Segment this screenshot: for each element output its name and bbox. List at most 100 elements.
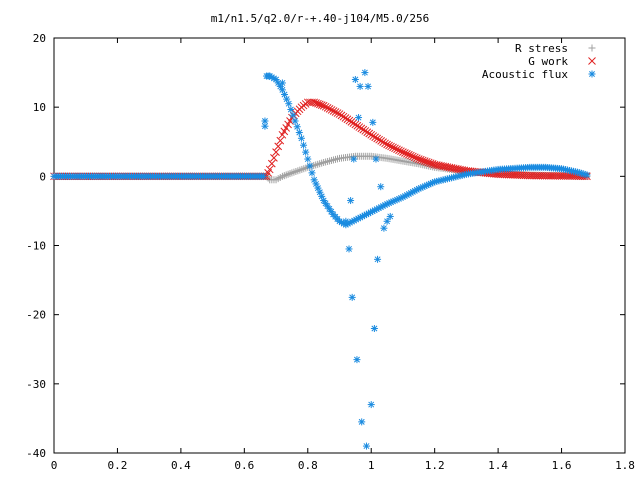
acoustic-flux-scattered-point [342,217,350,225]
y-tick-label: 10 [33,101,46,114]
g-work-point [391,144,399,153]
g-work-point [399,148,407,156]
acoustic-flux-point [259,172,267,180]
acoustic-flux-scattered-point [374,255,382,263]
g-work-point [369,132,378,140]
g-work-point [331,108,340,116]
g-work-point [276,136,285,145]
g-work-point [379,138,387,146]
chart-title: m1/n1.5/q2.0/r-+.40-j104/M5.0/256 [211,12,430,25]
y-tick-label: -10 [26,240,46,253]
g-work-point [325,105,334,113]
x-tick-label: 1.4 [488,459,508,472]
g-work-point [270,154,278,162]
acoustic-flux-scattered-point [348,293,356,301]
g-work-point [317,101,326,109]
acoustic-flux-scattered-point [351,76,359,83]
chart-marks [50,69,591,450]
g-work-point [410,153,419,162]
x-tick-label: 1.6 [552,459,572,472]
x-tick-label: 0 [51,459,58,472]
acoustic-flux-scattered-point [347,197,355,205]
acoustic-flux-scattered-point [356,82,364,90]
g-work-point [333,109,342,117]
acoustic-flux-scattered-point [364,82,372,90]
acoustic-flux-point [289,111,297,119]
g-work-point [327,106,336,114]
acoustic-flux-point [583,171,591,179]
acoustic-flux-scattered-point [362,442,370,450]
acoustic-flux-point [308,169,316,177]
g-work-point [323,104,332,112]
g-work-point [397,147,405,156]
acoustic-flux-point [302,148,310,156]
g-work-point [272,148,280,156]
acoustic-flux-point [293,123,301,131]
g-work-point [329,107,338,115]
g-work-point [274,142,283,151]
g-work-point [405,150,413,159]
x-tick-label: 0.6 [234,459,254,472]
g-work-point [371,133,380,142]
acoustic-flux-point [287,105,295,113]
g-work-point [375,135,384,144]
g-work-point [387,142,395,151]
x-tick-label: 0.8 [298,459,318,472]
g-work-point [321,102,330,111]
acoustic-flux-point [306,162,314,170]
g-work-point [407,151,415,160]
axis-ticks: 0 0.2 0.4 0.6 0.8 1 1.2 1.4 1.6 1.8 -40 -30 -20 -10 0 1… [26,32,635,472]
g-work-point [403,150,411,158]
y-tick-label: -40 [26,447,46,460]
acoustic-flux-scattered-point [372,155,380,163]
g-work-point [395,146,403,155]
g-work-point [389,143,397,152]
y-tick-label: -20 [26,309,46,322]
acoustic-flux-scattered-point [266,72,274,80]
g-work-point [401,149,409,157]
acoustic-flux-scattered-point [278,79,286,87]
acoustic-flux-scattered-point [383,217,391,225]
acoustic-flux-scattered-point [377,183,385,191]
acoustic-flux-point [300,141,308,149]
x-tick-label: 1 [368,459,375,472]
legend-marker [588,44,596,52]
acoustic-flux-scattered-point [380,224,388,232]
legend-marker [588,70,596,78]
acoustic-flux-scattered-point [361,69,369,77]
x-tick-label: 1.2 [425,459,445,472]
acoustic-flux-point [291,117,299,125]
acoustic-flux-scattered-point [353,356,361,364]
g-work-point [383,140,391,149]
acoustic-flux-point [297,134,305,142]
g-work-point [367,130,376,139]
x-tick-label: 0.2 [108,459,128,472]
x-tick-label: 0.4 [171,459,191,472]
g-work-point [319,101,328,110]
g-work-point [409,152,417,161]
legend-marker [588,57,596,65]
g-work-point [385,141,393,150]
y-tick-label: 0 [39,170,46,183]
acoustic-flux-point [285,100,293,108]
y-tick-label: 20 [33,32,46,45]
acoustic-flux-scattered-point [370,325,378,332]
g-work-point [373,134,382,143]
g-work-point [412,154,421,163]
acoustic-flux-point [304,155,312,163]
acoustic-flux-scattered-point [261,117,269,125]
g-work-point [393,145,401,154]
g-work-point [381,139,389,148]
g-work-point [265,165,274,174]
acoustic-flux-scattered-point [369,118,377,126]
acoustic-flux-scattered-point [367,401,375,409]
legend-label: G work [528,55,568,68]
g-work-point [377,137,385,145]
x-tick-label: 1.8 [615,459,635,472]
acoustic-flux-scattered-point [350,155,358,163]
y-tick-label: -30 [26,378,46,391]
legend-label: Acoustic flux [482,68,568,81]
acoustic-flux-scattered-point [358,418,366,426]
acoustic-flux-scattered-point [386,212,394,220]
